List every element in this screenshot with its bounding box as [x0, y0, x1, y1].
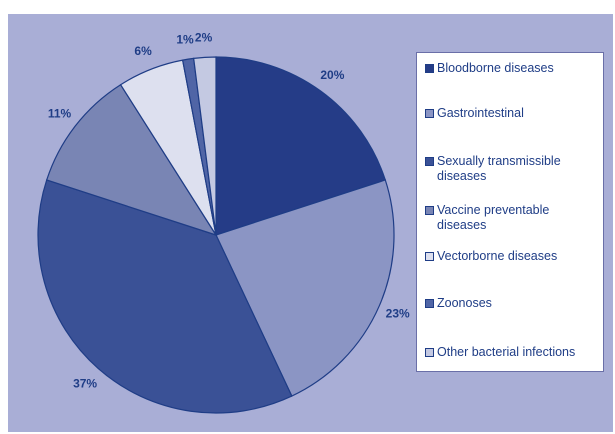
legend-swatch-bloodborne [425, 64, 434, 73]
legend: Bloodborne diseases Gastrointestinal Sex… [416, 52, 604, 372]
legend-item-sexually-transmissible: Sexually transmissible diseases [425, 154, 601, 184]
pie-slice-sexually-transmissible-diseases [37, 179, 293, 414]
legend-swatch-zoonoses [425, 299, 434, 308]
slice-label-vectorborne-diseases: 6% [134, 44, 152, 58]
pie-slice-bloodborne-diseases [215, 56, 387, 236]
legend-item-zoonoses: Zoonoses [425, 296, 601, 311]
slice-label-gastrointestinal: 23% [386, 307, 410, 321]
legend-label-gastrointestinal: Gastrointestinal [437, 106, 524, 120]
slice-label-zoonoses: 1% [176, 32, 194, 46]
legend-item-other-bacterial: Other bacterial infections [425, 345, 601, 360]
pie-labels: 20% 23% 37% 11% 6% 1% 2% [48, 30, 410, 390]
slice-label-other-bacterial-infections: 2% [195, 30, 213, 44]
pie-slice-other-bacterial-infections [193, 56, 217, 236]
legend-label-zoonoses: Zoonoses [437, 296, 492, 310]
pie-slice-gastrointestinal [215, 179, 395, 397]
pie-slice-vaccine-preventable-diseases [45, 83, 218, 237]
pie-slices [37, 56, 395, 414]
slice-label-vaccine-preventable-diseases: 11% [48, 107, 72, 121]
legend-label-vectorborne: Vectorborne diseases [437, 249, 558, 263]
legend-swatch-other-bacterial [425, 348, 434, 357]
legend-swatch-vaccine-preventable [425, 206, 434, 215]
legend-item-vectorborne: Vectorborne diseases [425, 249, 601, 264]
legend-label-vaccine-preventable: Vaccine preventable diseases [437, 203, 550, 232]
legend-swatch-sexually-transmissible [425, 157, 434, 166]
legend-label-other-bacterial: Other bacterial infections [437, 345, 576, 359]
legend-item-gastrointestinal: Gastrointestinal [425, 106, 601, 121]
legend-swatch-gastrointestinal [425, 109, 434, 118]
slice-label-bloodborne-diseases: 20% [320, 68, 344, 82]
legend-item-bloodborne: Bloodborne diseases [425, 61, 601, 76]
legend-label-sexually-transmissible: Sexually transmissible diseases [437, 154, 561, 183]
slice-label-sexually-transmissible-diseases: 37% [73, 377, 97, 391]
legend-swatch-vectorborne [425, 252, 434, 261]
legend-item-vaccine-preventable: Vaccine preventable diseases [425, 203, 601, 233]
legend-label-bloodborne: Bloodborne diseases [437, 61, 554, 75]
